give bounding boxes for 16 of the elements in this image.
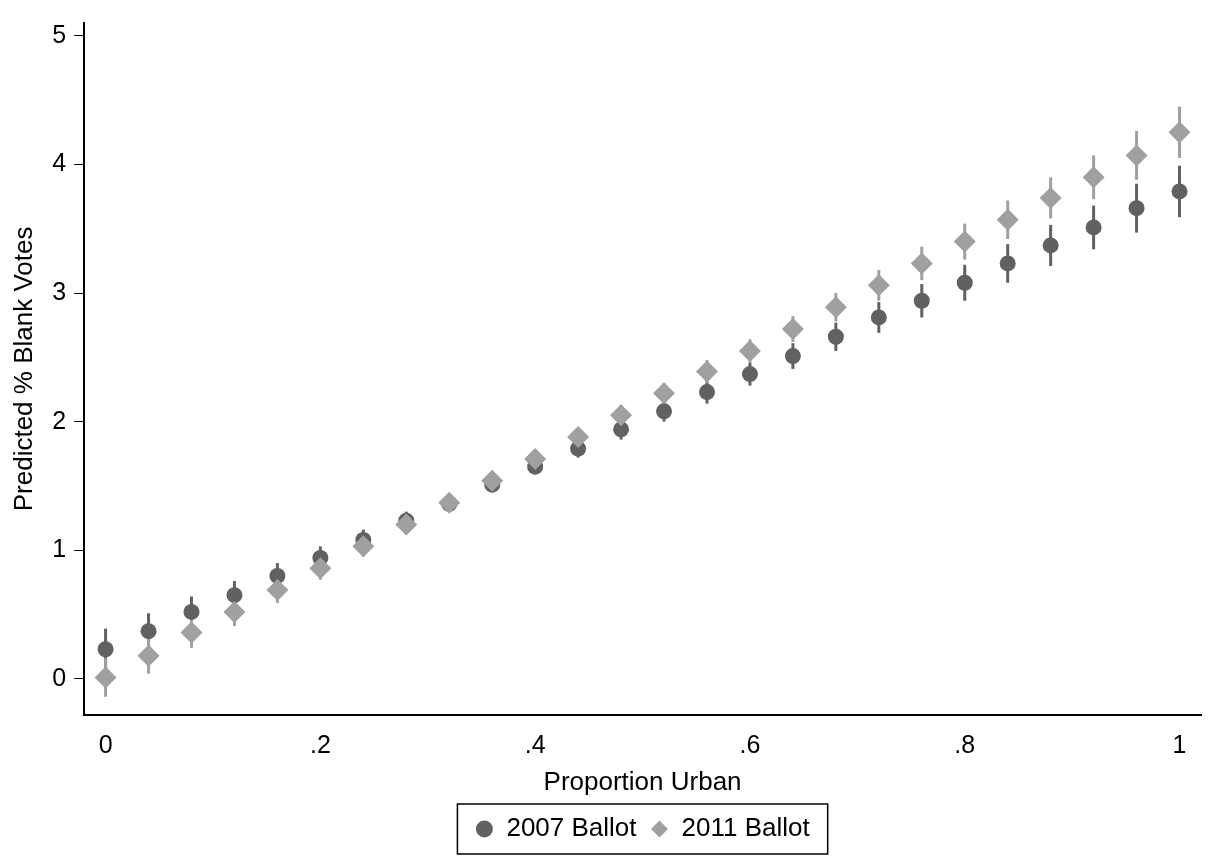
y-tick-label: 4 xyxy=(52,148,67,177)
x-tick-label: 1 xyxy=(1172,729,1187,758)
legend-label: 2011 Ballot xyxy=(681,812,811,843)
y-tick-label: 5 xyxy=(52,19,67,48)
x-tick-label: .2 xyxy=(309,729,331,758)
y-tick-label: 3 xyxy=(52,276,67,305)
x-tick-label: .8 xyxy=(954,729,976,758)
x-tick-label: .4 xyxy=(524,729,546,758)
legend-label: 2007 Ballot xyxy=(506,812,638,843)
y-tick-label: 1 xyxy=(52,534,67,563)
x-tick-label: .6 xyxy=(739,729,761,758)
y-tick-label: 2 xyxy=(52,405,67,434)
x-axis-title: Proportion Urban xyxy=(543,765,742,796)
x-tick-label: 0 xyxy=(98,729,113,758)
y-tick-label: 0 xyxy=(52,662,67,691)
y-axis-title: Predicted % Blank Votes xyxy=(7,226,38,512)
